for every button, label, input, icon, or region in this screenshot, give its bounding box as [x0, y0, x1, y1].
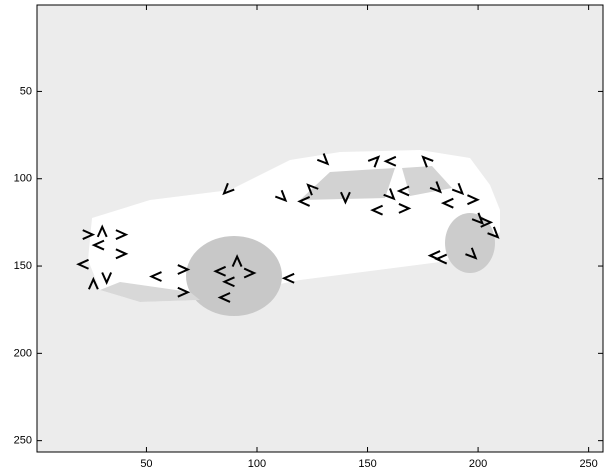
keypoint	[177, 264, 191, 275]
keypoint	[115, 229, 129, 240]
keypoint	[217, 292, 231, 303]
keypoint	[398, 203, 412, 214]
keypoint	[231, 254, 243, 267]
x-tick-label: 100	[248, 458, 266, 470]
x-tick-label: 50	[140, 458, 152, 470]
keypoint	[91, 239, 105, 251]
keypoint	[82, 229, 96, 240]
keypoint	[76, 258, 89, 270]
x-tick-label: 150	[358, 458, 376, 470]
keypoint	[429, 181, 443, 194]
keypoint	[340, 191, 351, 205]
x-tick-label: 200	[469, 458, 487, 470]
keypoint	[243, 267, 257, 279]
keypoint	[421, 155, 434, 168]
keypoint	[467, 194, 480, 206]
keypoint	[213, 265, 227, 277]
y-tick-label: 50	[20, 85, 32, 97]
keypoint	[396, 185, 410, 197]
axes-box	[36, 4, 604, 453]
keypoint	[177, 286, 191, 298]
keypoint	[101, 272, 113, 285]
keypoint	[480, 217, 494, 228]
keypoint	[96, 224, 108, 238]
y-tick-label: 100	[14, 173, 32, 185]
y-tick-label: 250	[14, 435, 32, 447]
y-tick-label: 150	[14, 260, 32, 272]
keypoint	[434, 253, 448, 265]
keypoint	[316, 153, 330, 166]
car	[88, 150, 500, 316]
keypoint	[115, 248, 129, 260]
keypoint	[297, 196, 311, 207]
keypoint	[370, 204, 383, 216]
keypoint	[487, 226, 500, 239]
keypoint	[306, 183, 319, 196]
keypoint	[383, 155, 397, 167]
keypoint	[440, 197, 454, 209]
keypoint	[149, 271, 162, 282]
keypoint	[274, 189, 288, 203]
keypoint	[222, 182, 235, 196]
keypoint	[367, 155, 381, 168]
keypoint	[222, 276, 235, 288]
keypoint	[465, 247, 478, 260]
keypoint	[451, 182, 465, 196]
keypoint	[471, 212, 485, 225]
y-tick-label: 200	[14, 347, 32, 359]
keypoint	[281, 272, 295, 284]
keypoint	[87, 276, 99, 290]
x-tick-label: 250	[579, 458, 597, 470]
keypoint	[383, 188, 396, 201]
